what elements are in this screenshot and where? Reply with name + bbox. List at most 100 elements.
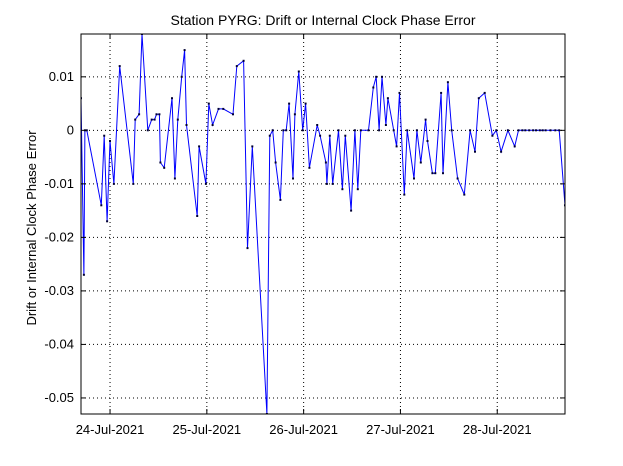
data-point xyxy=(350,209,353,212)
x-axis: 24-Jul-2021 25-Jul-2021 26-Jul-2021 27-Jul-… xyxy=(76,34,532,437)
data-point xyxy=(138,113,141,116)
data-point xyxy=(528,129,531,132)
data-point xyxy=(367,129,370,132)
x-tick-label: 27-Jul-2021 xyxy=(366,422,435,437)
data-point xyxy=(337,129,340,132)
data-point xyxy=(158,113,161,116)
data-point xyxy=(406,129,409,132)
data-point xyxy=(285,129,288,132)
data-point xyxy=(134,118,137,121)
data-point xyxy=(491,134,494,137)
y-tick-label: -0.01 xyxy=(44,176,74,191)
data-point xyxy=(198,145,201,148)
plot-area-border xyxy=(80,33,566,415)
data-point xyxy=(196,215,199,217)
data-point xyxy=(297,70,300,73)
data-point xyxy=(292,177,294,180)
data-point xyxy=(554,129,557,132)
data-point xyxy=(146,129,149,132)
data-point xyxy=(301,129,304,132)
y-tick-label: -0.02 xyxy=(44,229,74,244)
data-point xyxy=(440,91,443,94)
data-point xyxy=(163,166,166,169)
data-point xyxy=(558,129,561,132)
data-point xyxy=(524,129,527,132)
data-point xyxy=(506,129,509,132)
data-point xyxy=(456,177,459,180)
data-point xyxy=(103,134,106,137)
data-point xyxy=(353,129,356,132)
data-point xyxy=(483,91,486,94)
data-point xyxy=(469,129,472,132)
data-point xyxy=(477,97,480,100)
data-point xyxy=(118,65,121,68)
data-point xyxy=(356,188,359,191)
data-point xyxy=(474,150,476,153)
data-point xyxy=(82,273,85,276)
data-point xyxy=(375,75,378,78)
y-axis-label: Drift or Internal Clock Phase Error xyxy=(24,130,39,326)
data-point xyxy=(288,102,291,105)
data-point xyxy=(100,204,103,207)
data-point xyxy=(500,150,503,153)
data-point xyxy=(173,177,176,180)
data-point xyxy=(316,124,319,126)
data-point xyxy=(319,134,322,137)
chart-title: Station PYRG: Drift or Internal Clock Ph… xyxy=(171,12,476,28)
data-point xyxy=(176,118,179,121)
data-point xyxy=(431,172,434,175)
y-tick-label: -0.03 xyxy=(44,283,74,298)
data-point xyxy=(341,188,344,191)
data-point xyxy=(381,75,383,78)
data-point xyxy=(544,129,547,132)
data-point xyxy=(232,113,234,116)
data-point xyxy=(495,129,498,132)
data-point xyxy=(304,102,307,105)
data-point xyxy=(171,97,173,100)
data-point xyxy=(325,182,328,185)
data-point xyxy=(344,134,347,137)
y-tick-label: 0.01 xyxy=(49,69,74,84)
data-point xyxy=(359,129,362,132)
data-point xyxy=(413,177,415,180)
data-point xyxy=(395,145,398,148)
data-point xyxy=(521,129,524,132)
data-point xyxy=(109,140,111,142)
x-tick-label: 25-Jul-2021 xyxy=(173,422,242,437)
data-point xyxy=(282,129,285,132)
data-point xyxy=(235,65,238,68)
data-point xyxy=(463,193,466,196)
data-point xyxy=(398,91,401,94)
data-point xyxy=(155,113,158,116)
data-point xyxy=(384,124,387,126)
data-point xyxy=(222,107,225,110)
data-point xyxy=(246,247,249,250)
data-point xyxy=(434,172,437,175)
data-point xyxy=(541,129,544,132)
y-tick-label: -0.05 xyxy=(44,390,74,405)
data-point xyxy=(274,161,277,164)
data-point xyxy=(106,220,109,223)
data-point xyxy=(150,118,153,121)
data-point xyxy=(450,129,453,132)
series-group xyxy=(81,34,565,414)
data-point xyxy=(424,118,427,121)
data-point xyxy=(392,129,395,132)
data-point xyxy=(517,129,520,132)
data-point xyxy=(153,118,156,121)
data-point xyxy=(293,113,296,116)
data-point xyxy=(180,75,183,78)
data-point xyxy=(535,129,537,132)
x-tick-label: 24-Jul-2021 xyxy=(76,422,145,437)
data-point xyxy=(85,129,88,132)
data-point xyxy=(183,49,186,52)
y-axis: 0.01 0 -0.01 -0.02 -0.03 -0.04 -0.05 xyxy=(44,69,565,405)
y-tick-label: -0.04 xyxy=(44,336,74,351)
data-point xyxy=(386,97,389,100)
data-point xyxy=(426,140,429,142)
x-tick-label: 26-Jul-2021 xyxy=(269,422,338,437)
data-point xyxy=(442,172,444,175)
data-point xyxy=(372,86,375,89)
